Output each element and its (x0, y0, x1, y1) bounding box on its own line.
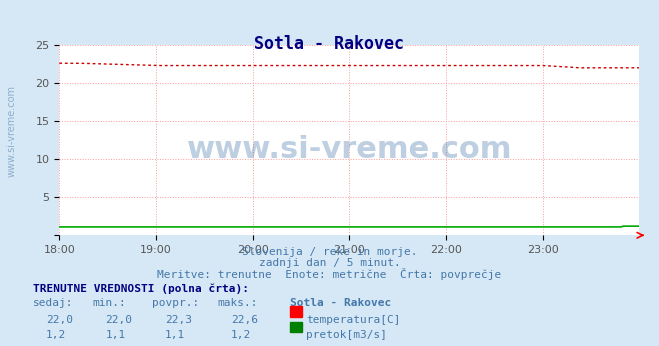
Text: 1,2: 1,2 (231, 330, 251, 340)
Text: zadnji dan / 5 minut.: zadnji dan / 5 minut. (258, 258, 401, 268)
Text: temperatura[C]: temperatura[C] (306, 315, 401, 325)
Text: www.si-vreme.com: www.si-vreme.com (7, 85, 16, 177)
Text: 22,6: 22,6 (231, 315, 258, 325)
Text: maks.:: maks.: (217, 298, 258, 308)
Text: 1,1: 1,1 (165, 330, 185, 340)
Text: povpr.:: povpr.: (152, 298, 199, 308)
Text: min.:: min.: (92, 298, 126, 308)
Text: pretok[m3/s]: pretok[m3/s] (306, 330, 387, 340)
Text: Meritve: trenutne  Enote: metrične  Črta: povprečje: Meritve: trenutne Enote: metrične Črta: … (158, 268, 501, 280)
Text: TRENUTNE VREDNOSTI (polna črta):: TRENUTNE VREDNOSTI (polna črta): (33, 284, 249, 294)
Text: 22,3: 22,3 (165, 315, 192, 325)
Text: Slovenija / reke in morje.: Slovenija / reke in morje. (242, 247, 417, 257)
Text: sedaj:: sedaj: (33, 298, 73, 308)
Text: 1,2: 1,2 (46, 330, 67, 340)
Text: 22,0: 22,0 (46, 315, 73, 325)
Text: 1,1: 1,1 (105, 330, 126, 340)
Text: Sotla - Rakovec: Sotla - Rakovec (290, 298, 391, 308)
Text: www.si-vreme.com: www.si-vreme.com (186, 135, 512, 164)
Text: 22,0: 22,0 (105, 315, 132, 325)
Text: Sotla - Rakovec: Sotla - Rakovec (254, 35, 405, 53)
